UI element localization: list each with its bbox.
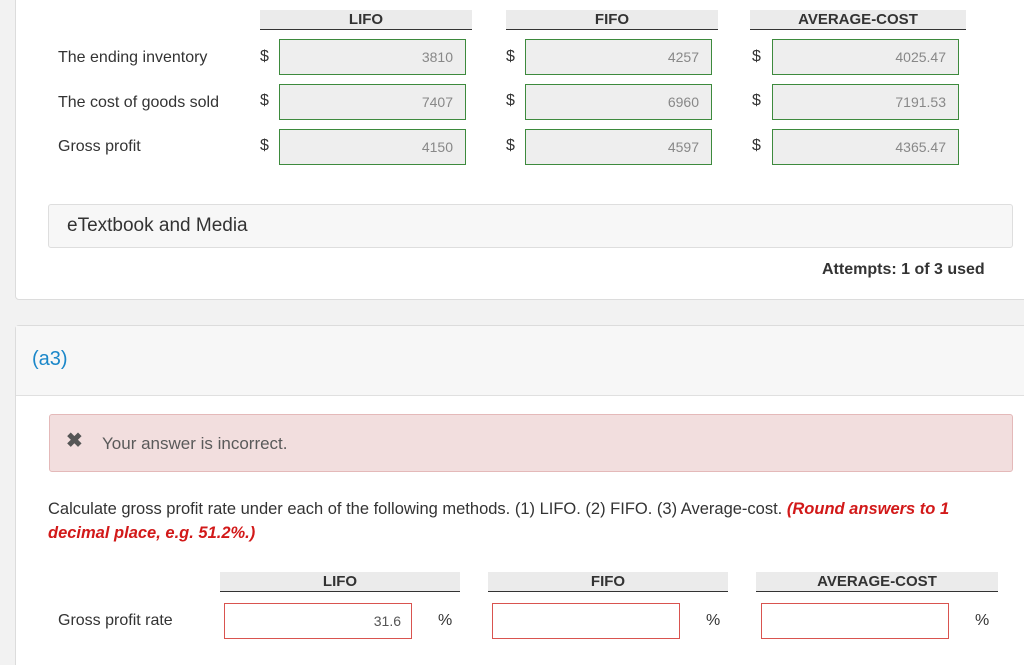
error-message: Your answer is incorrect.: [102, 434, 288, 453]
currency-symbol: $: [752, 92, 761, 109]
rounding-hint: (Round answers to 1 decimal place, e.g. …: [48, 500, 950, 542]
cost-of-goods-sold-lifo-field[interactable]: 7407: [279, 84, 466, 120]
currency-symbol: $: [260, 92, 269, 109]
row-label-cost-of-goods-sold: The cost of goods sold: [58, 94, 219, 111]
cost-of-goods-sold-average-cost-field[interactable]: 7191.53: [772, 84, 959, 120]
percent-unit: %: [706, 612, 721, 629]
currency-symbol: $: [506, 137, 515, 154]
attempts-counter: Attempts: 1 of 3 used: [822, 261, 985, 278]
currency-symbol: $: [260, 137, 269, 154]
column-header-fifo: FIFO: [506, 10, 718, 30]
row-label-gross-profit: Gross profit: [58, 138, 141, 155]
question-text: Calculate gross profit rate under each o…: [48, 497, 988, 545]
column-header-fifo: FIFO: [488, 572, 728, 592]
part-label: (a3): [32, 348, 68, 370]
gross-profit-rate-average-cost-input[interactable]: [761, 603, 949, 639]
part-header: (a3): [16, 326, 1024, 396]
ending-inventory-lifo-field[interactable]: 3810: [279, 39, 466, 75]
ending-inventory-fifo-field[interactable]: 4257: [525, 39, 712, 75]
gross-profit-rate-lifo-input[interactable]: 31.6: [224, 603, 412, 639]
close-x-icon: ✖: [66, 430, 83, 452]
gross-profit-fifo-field[interactable]: 4597: [525, 129, 712, 165]
gross-profit-lifo-field[interactable]: 4150: [279, 129, 466, 165]
currency-symbol: $: [506, 48, 515, 65]
column-header-average-cost: AVERAGE-COST: [750, 10, 966, 30]
cost-of-goods-sold-fifo-field[interactable]: 6960: [525, 84, 712, 120]
column-header-lifo: LIFO: [220, 572, 460, 592]
question-body: Calculate gross profit rate under each o…: [48, 500, 783, 518]
ending-inventory-average-cost-field[interactable]: 4025.47: [772, 39, 959, 75]
gross-profit-rate-fifo-input[interactable]: [492, 603, 680, 639]
row-label-gross-profit-rate: Gross profit rate: [58, 612, 173, 629]
etextbook-media-link[interactable]: eTextbook and Media: [48, 204, 1013, 248]
percent-unit: %: [975, 612, 990, 629]
column-header-average-cost: AVERAGE-COST: [756, 572, 998, 592]
row-label-ending-inventory: The ending inventory: [58, 49, 208, 66]
currency-symbol: $: [260, 48, 269, 65]
currency-symbol: $: [752, 48, 761, 65]
currency-symbol: $: [506, 92, 515, 109]
gross-profit-average-cost-field[interactable]: 4365.47: [772, 129, 959, 165]
currency-symbol: $: [752, 137, 761, 154]
column-header-lifo: LIFO: [260, 10, 472, 30]
percent-unit: %: [438, 612, 453, 629]
error-alert: ✖ Your answer is incorrect.: [49, 414, 1013, 472]
